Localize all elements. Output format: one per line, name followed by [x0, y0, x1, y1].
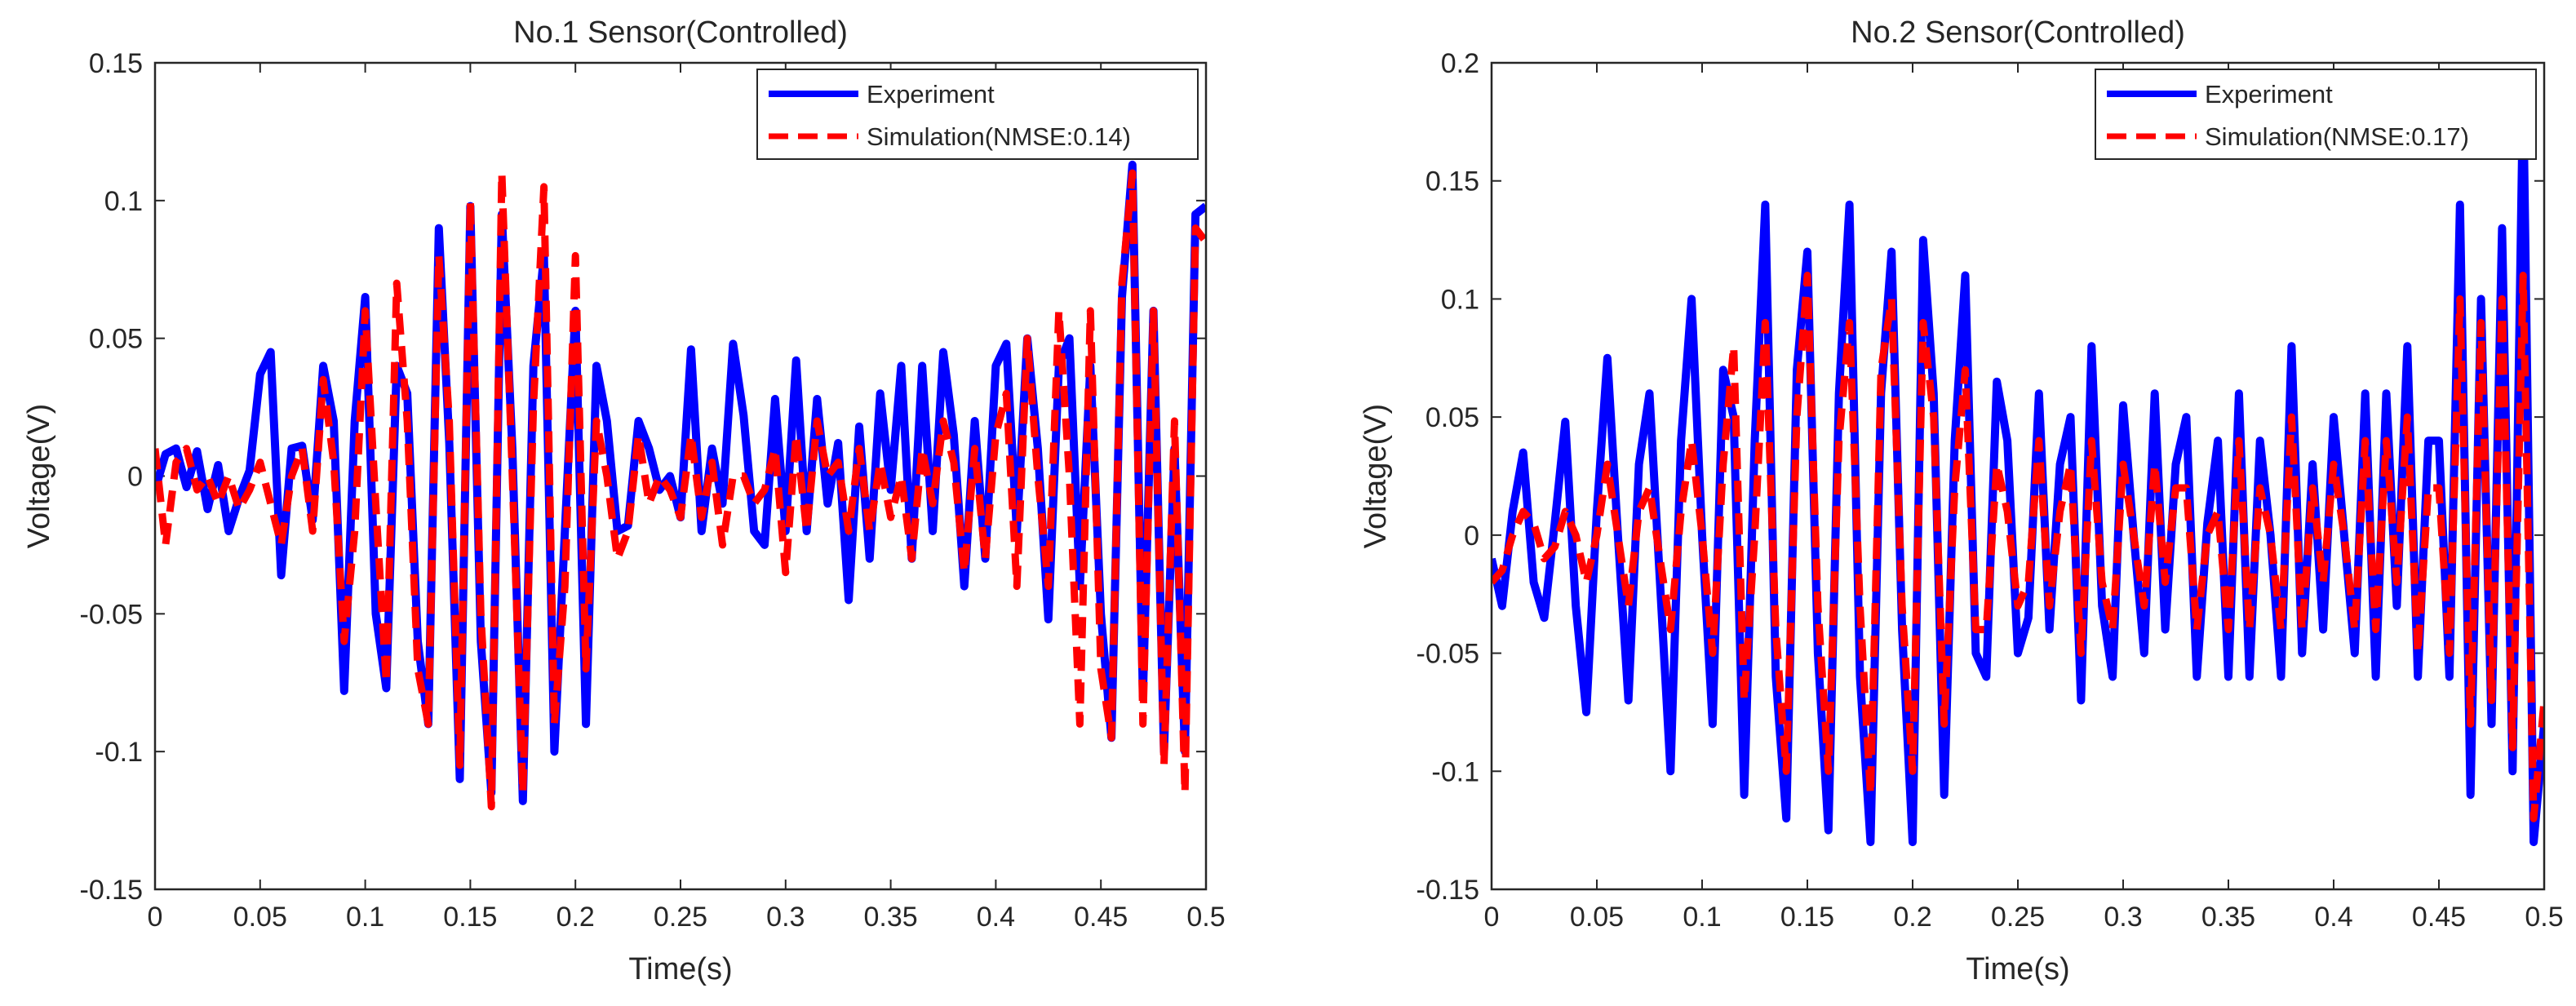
x-tick-label: 0.4: [977, 902, 1015, 933]
y-tick-label: 0.1: [1441, 284, 1479, 315]
x-tick-label: 0.35: [2201, 902, 2255, 933]
x-axis-label: Time(s): [628, 952, 732, 986]
legend: Experiment Simulation(NMSE:0.14): [756, 69, 1199, 160]
y-tick-label: 0.1: [104, 186, 143, 217]
series-experiment-line: [1492, 82, 2544, 847]
chart-panel-sensor-2: No.2 Sensor(Controlled) Time(s) Voltage(…: [1359, 16, 2564, 986]
x-tick-label: 0.5: [2525, 902, 2563, 933]
x-tick-label: 0.45: [2412, 902, 2466, 933]
chart-title: No.2 Sensor(Controlled): [1851, 16, 2185, 50]
x-tick-label: 0.3: [766, 902, 805, 933]
x-tick-label: 0.1: [346, 902, 384, 933]
y-axis-label: Voltage(V): [1359, 404, 1393, 548]
legend-label-experiment: Experiment: [2205, 80, 2333, 109]
x-tick-label: 0.2: [1893, 902, 1931, 933]
y-tick-label: 0.15: [1425, 166, 1479, 197]
x-tick-label: 0.3: [2104, 902, 2142, 933]
x-tick-label: 0.1: [1683, 902, 1721, 933]
y-tick-label: -0.05: [80, 599, 144, 630]
series-simulation-line: [1492, 272, 2544, 822]
y-tick-label: -0.05: [1417, 639, 1480, 670]
legend-label-simulation: Simulation(NMSE:0.17): [2205, 122, 2469, 151]
legend: Experiment Simulation(NMSE:0.17): [2095, 69, 2537, 160]
y-tick-label: -0.1: [1431, 756, 1479, 787]
x-tick-label: 0.05: [233, 902, 287, 933]
y-tick-label: 0: [127, 462, 143, 493]
x-tick-label: 0: [148, 902, 163, 933]
x-tick-label: 0.25: [1991, 902, 2045, 933]
y-tick-label: 0.2: [1441, 48, 1479, 79]
x-tick-label: 0.35: [864, 902, 918, 933]
y-tick-label: 0.05: [1425, 402, 1479, 433]
y-tick-label: 0.05: [89, 324, 143, 355]
legend-label-experiment: Experiment: [867, 80, 995, 109]
y-tick-label: -0.15: [1417, 875, 1480, 906]
chart-title: No.1 Sensor(Controlled): [513, 16, 848, 50]
legend-box: [2095, 69, 2537, 160]
y-axis-label: Voltage(V): [22, 404, 56, 548]
x-tick-label: 0.4: [2314, 902, 2352, 933]
plot-area: [1492, 82, 2544, 847]
x-tick-label: 0: [1484, 902, 1500, 933]
axes-frame: [1490, 61, 2546, 891]
chart-panel-sensor-1: No.1 Sensor(Controlled) Time(s) Voltage(…: [22, 16, 1226, 986]
y-tick-label: -0.1: [95, 737, 143, 768]
x-tick-label: 0.2: [556, 902, 595, 933]
x-tick-label: 0.45: [1074, 902, 1128, 933]
axes-frame: [153, 61, 1208, 891]
legend-box: [756, 69, 1199, 160]
x-tick-label: 0.15: [443, 902, 497, 933]
axis-ticks: 0 0.05 0.1 0.15 0.2 0.25 0.3 0.35 0.4 0.45 0.5 -0.1…: [80, 48, 1226, 933]
plot-area: [155, 160, 1206, 811]
x-tick-label: 0.15: [1780, 902, 1834, 933]
y-tick-label: -0.15: [80, 875, 144, 906]
x-tick-label: 0.5: [1186, 902, 1225, 933]
y-tick-label: 0.15: [89, 48, 143, 79]
y-tick-label: 0: [1464, 521, 1479, 552]
x-axis-label: Time(s): [1966, 952, 2069, 986]
x-tick-label: 0.25: [654, 902, 707, 933]
legend-label-simulation: Simulation(NMSE:0.14): [867, 122, 1131, 151]
x-tick-label: 0.05: [1570, 902, 1624, 933]
series-simulation-line: [155, 169, 1206, 811]
